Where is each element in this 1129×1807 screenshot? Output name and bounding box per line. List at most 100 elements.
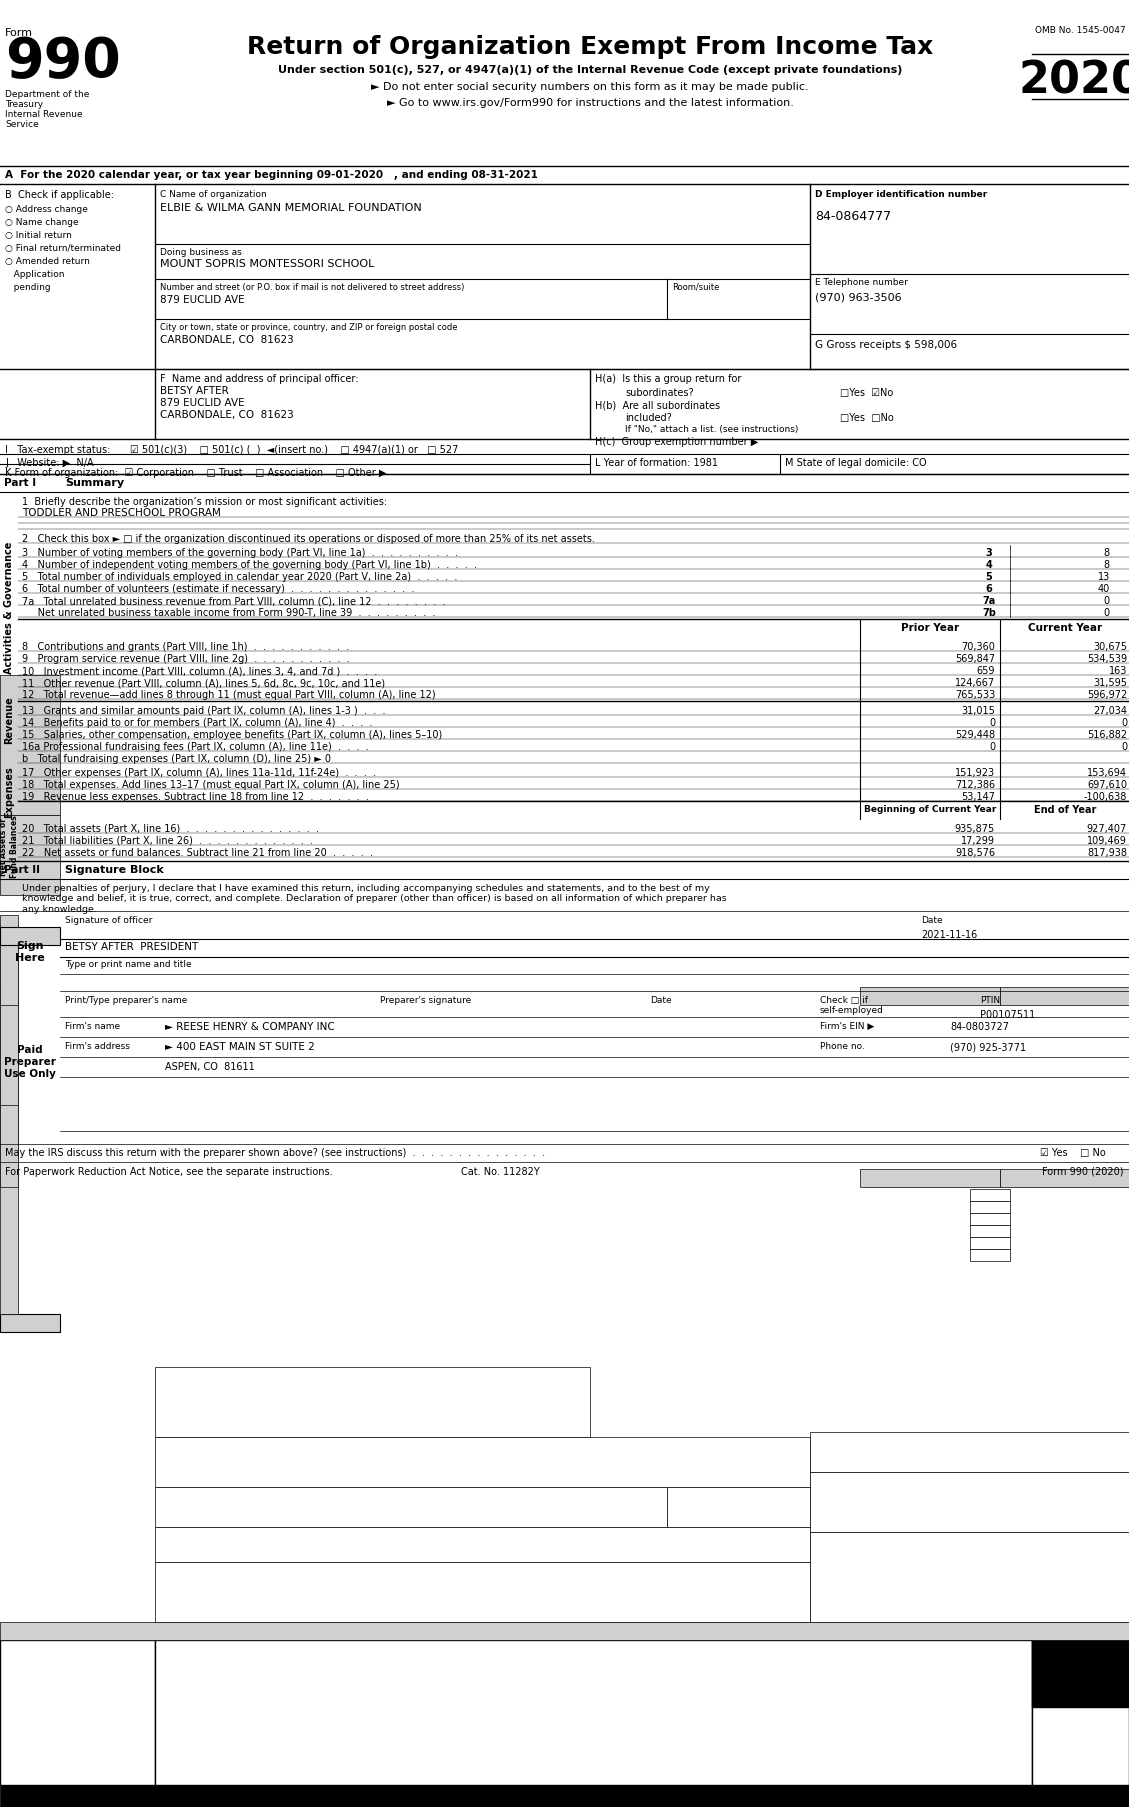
Text: 6: 6 [986, 584, 992, 595]
Bar [809, 1473, 1129, 1532]
Text: 5: 5 [986, 571, 992, 582]
Bar [155, 1641, 1032, 1785]
Bar [0, 987, 18, 1187]
Text: □Yes  □No: □Yes □No [840, 412, 894, 423]
Text: 0: 0 [989, 717, 995, 728]
Text: ASPEN, CO  81611: ASPEN, CO 81611 [165, 1061, 255, 1072]
Text: City or town, state or province, country, and ZIP or foreign postal code: City or town, state or province, country… [160, 323, 457, 332]
Text: pending: pending [5, 284, 51, 293]
Bar [1000, 987, 1129, 1005]
Bar [0, 815, 60, 896]
Bar [667, 1487, 809, 1527]
Text: Activities & Governance: Activities & Governance [5, 542, 14, 674]
Text: CARBONDALE, CO  81623: CARBONDALE, CO 81623 [160, 334, 294, 345]
Text: P00107511: P00107511 [980, 1010, 1035, 1019]
Text: 40: 40 [1097, 584, 1110, 595]
Text: TODDLER AND PRESCHOOL PROGRAM: TODDLER AND PRESCHOOL PROGRAM [21, 508, 221, 519]
Text: ELBIE & WILMA GANN MEMORIAL FOUNDATION: ELBIE & WILMA GANN MEMORIAL FOUNDATION [160, 202, 422, 213]
Bar [0, 1641, 155, 1785]
Bar [155, 1561, 809, 1623]
Text: 19   Revenue less expenses. Subtract line 18 from line 12  .  .  .  .  .  .  .: 19 Revenue less expenses. Subtract line … [21, 791, 369, 802]
Text: CARBONDALE, CO  81623: CARBONDALE, CO 81623 [160, 410, 294, 419]
Text: □Yes  ☑No: □Yes ☑No [840, 389, 893, 398]
Text: 697,610: 697,610 [1087, 779, 1127, 790]
Bar [0, 1314, 60, 1332]
Text: Check □ if
self-employed: Check □ if self-employed [820, 996, 884, 1016]
Text: OMB No. 1545-0047: OMB No. 1545-0047 [1034, 25, 1126, 34]
Bar [0, 925, 18, 1106]
Text: 5   Total number of individuals employed in calendar year 2020 (Part V, line 2a): 5 Total number of individuals employed i… [21, 571, 457, 582]
Bar [0, 927, 60, 945]
Text: DLN: 93493322001361: DLN: 93493322001361 [780, 4, 901, 14]
Text: 3: 3 [986, 548, 992, 558]
Text: 31,015: 31,015 [961, 705, 995, 716]
Text: 18   Total expenses. Add lines 13–17 (must equal Part IX, column (A), line 25): 18 Total expenses. Add lines 13–17 (must… [21, 779, 400, 790]
Text: For Paperwork Reduction Act Notice, see the separate instructions.: For Paperwork Reduction Act Notice, see … [5, 1166, 333, 1176]
Bar [0, 1623, 1129, 1641]
Text: BETSY AFTER: BETSY AFTER [160, 385, 229, 396]
Text: 4: 4 [986, 560, 992, 569]
Text: J   Website: ▶  N/A: J Website: ▶ N/A [5, 457, 94, 468]
Text: 8: 8 [1104, 548, 1110, 558]
Bar [1032, 1641, 1129, 1785]
Text: 7a: 7a [982, 596, 996, 605]
Text: Submission Date - 2021-11-18: Submission Date - 2021-11-18 [175, 4, 334, 14]
Text: L Year of formation: 1981: L Year of formation: 1981 [595, 457, 718, 468]
Text: Return of Organization Exempt From Income Tax: Return of Organization Exempt From Incom… [247, 34, 934, 60]
Bar [1000, 1169, 1129, 1187]
Text: 516,882: 516,882 [1087, 730, 1127, 739]
Text: 879 EUCLID AVE: 879 EUCLID AVE [160, 398, 245, 408]
Text: 0: 0 [1121, 741, 1127, 752]
Bar [0, 1641, 1129, 1785]
Text: I   Tax-exempt status:: I Tax-exempt status: [5, 445, 111, 455]
Text: G Gross receipts $ 598,006: G Gross receipts $ 598,006 [815, 340, 957, 351]
Text: Under penalties of perjury, I declare that I have examined this return, includin: Under penalties of perjury, I declare th… [21, 884, 727, 913]
Text: B  Check if applicable:: B Check if applicable: [5, 190, 114, 201]
Text: 712,386: 712,386 [955, 779, 995, 790]
Text: efile GRAPHIC print: efile GRAPHIC print [5, 4, 105, 14]
Text: 0: 0 [1104, 607, 1110, 618]
Text: 16a Professional fundraising fees (Part IX, column (A), line 11e)  .  .  .  .: 16a Professional fundraising fees (Part … [21, 741, 369, 752]
Text: (970) 963-3506: (970) 963-3506 [815, 293, 902, 304]
Text: E Telephone number: E Telephone number [815, 278, 908, 287]
Text: 534,539: 534,539 [1087, 654, 1127, 663]
Text: 17   Other expenses (Part IX, column (A), lines 11a-11d, 11f-24e)  .  .  .  .: 17 Other expenses (Part IX, column (A), … [21, 768, 376, 777]
Text: ► REESE HENRY & COMPANY INC: ► REESE HENRY & COMPANY INC [165, 1021, 335, 1032]
Text: 70,360: 70,360 [961, 641, 995, 652]
Text: 879 EUCLID AVE: 879 EUCLID AVE [160, 295, 245, 305]
Text: b   Total fundraising expenses (Part IX, column (D), line 25) ► 0: b Total fundraising expenses (Part IX, c… [21, 754, 331, 764]
Text: 13   Grants and similar amounts paid (Part IX, column (A), lines 1-3 )  .  .  .: 13 Grants and similar amounts paid (Part… [21, 705, 385, 716]
Bar [970, 1189, 1010, 1202]
Text: 13: 13 [1097, 571, 1110, 582]
Text: 27,034: 27,034 [1093, 705, 1127, 716]
Text: ○ Amended return: ○ Amended return [5, 257, 90, 266]
Text: H(a)  Is this a group return for: H(a) Is this a group return for [595, 374, 742, 383]
Text: 529,448: 529,448 [955, 730, 995, 739]
Bar [860, 987, 1000, 1005]
Text: 31,595: 31,595 [1093, 678, 1127, 688]
Text: 109,469: 109,469 [1087, 835, 1127, 846]
Text: Number and street (or P.O. box if mail is not delivered to street address): Number and street (or P.O. box if mail i… [160, 284, 464, 293]
Text: Prior Year: Prior Year [901, 623, 959, 632]
Text: 7a   Total unrelated business revenue from Part VIII, column (C), line 12  .  . : 7a Total unrelated business revenue from… [21, 596, 446, 605]
Text: 8   Contributions and grants (Part VIII, line 1h)  .  .  .  .  .  .  .  .  .  . : 8 Contributions and grants (Part VIII, l… [21, 641, 349, 652]
Text: 11   Other revenue (Part VIII, column (A), lines 5, 6d, 8c, 9c, 10c, and 11e): 11 Other revenue (Part VIII, column (A),… [21, 678, 385, 688]
Text: Application: Application [5, 269, 64, 278]
Text: 84-0864777: 84-0864777 [815, 210, 891, 222]
Text: Open to Public: Open to Public [1032, 105, 1129, 117]
Text: A  For the 2020 calendar year, or tax year beginning 09-01-2020   , and ending 0: A For the 2020 calendar year, or tax yea… [5, 170, 537, 181]
Text: Date: Date [650, 996, 672, 1005]
Text: Treasury: Treasury [5, 99, 43, 108]
Text: Doing business as: Doing business as [160, 248, 242, 257]
Text: D Employer identification number: D Employer identification number [815, 190, 987, 199]
Text: ► 400 EAST MAIN ST SUITE 2: ► 400 EAST MAIN ST SUITE 2 [165, 1041, 315, 1052]
Text: 17,299: 17,299 [961, 835, 995, 846]
Bar [0, 916, 18, 1005]
Bar [155, 1487, 667, 1527]
Text: Current Year: Current Year [1027, 623, 1102, 632]
Bar [1032, 1641, 1129, 1708]
Bar [0, 1785, 1129, 1807]
Text: 10   Investment income (Part VIII, column (A), lines 3, 4, and 7d )  .  .  .  .: 10 Investment income (Part VIII, column … [21, 665, 377, 676]
Text: 14   Benefits paid to or for members (Part IX, column (A), line 4)  .  .  .  .: 14 Benefits paid to or for members (Part… [21, 717, 373, 728]
Text: Form: Form [5, 27, 33, 38]
